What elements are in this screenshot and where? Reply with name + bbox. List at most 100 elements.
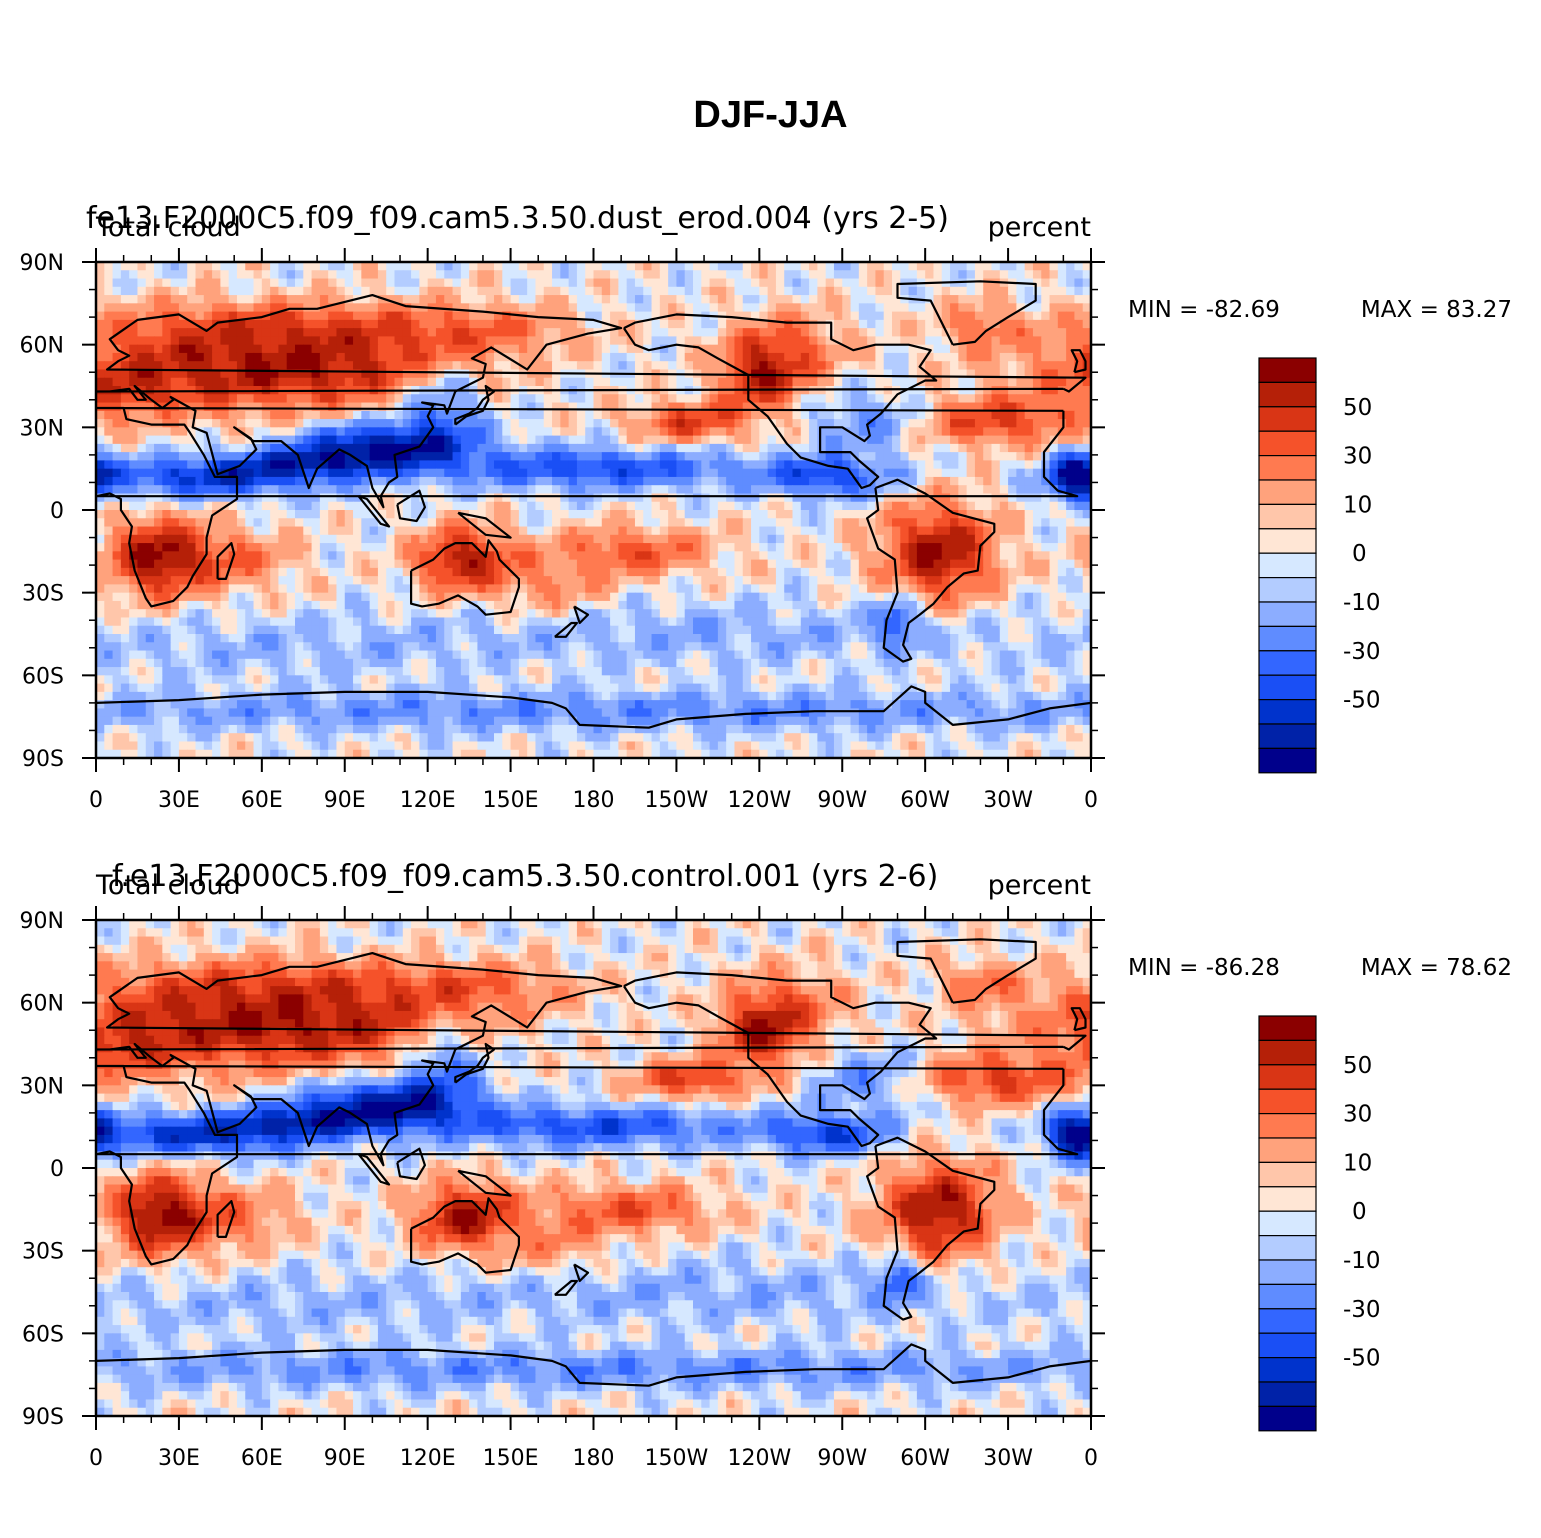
field-cell xyxy=(253,336,263,346)
field-cell xyxy=(485,476,495,486)
field-cell xyxy=(212,419,221,428)
field-cell xyxy=(552,278,561,288)
field-cell xyxy=(601,567,611,577)
field-cell xyxy=(369,369,379,379)
field-cell xyxy=(867,476,877,486)
field-cell xyxy=(236,476,246,486)
field-cell xyxy=(593,485,603,495)
field-cell xyxy=(485,377,495,387)
field-cell xyxy=(377,286,387,296)
field-cell xyxy=(709,336,719,346)
field-cell xyxy=(427,427,437,437)
field-cell xyxy=(295,526,304,536)
field-cell xyxy=(1008,262,1017,271)
field-cell xyxy=(1049,295,1059,304)
field-cell xyxy=(552,328,561,337)
field-cell xyxy=(353,510,362,519)
field-cell xyxy=(983,526,993,536)
field-cell xyxy=(435,336,445,346)
field-cell xyxy=(941,567,951,577)
field-cell xyxy=(336,303,346,313)
field-cell xyxy=(361,485,371,495)
field-cell xyxy=(1074,262,1084,271)
field-cell xyxy=(983,567,993,577)
field-cell xyxy=(245,435,255,445)
field-cell xyxy=(800,592,810,602)
field-cell xyxy=(311,369,321,379)
field-cell xyxy=(361,534,371,544)
field-cell xyxy=(817,526,827,536)
field-cell xyxy=(684,543,694,552)
field-cell xyxy=(634,427,644,437)
field-cell xyxy=(709,410,719,420)
field-cell xyxy=(278,336,288,346)
field-cell xyxy=(1016,518,1026,528)
field-cell xyxy=(1032,303,1042,313)
field-cell xyxy=(444,361,454,371)
field-cell xyxy=(145,319,155,329)
field-cell xyxy=(709,460,719,470)
field-cell xyxy=(510,476,520,486)
field-cell xyxy=(933,551,943,561)
field-cell xyxy=(145,369,155,379)
field-cell xyxy=(444,452,454,461)
field-cell xyxy=(1024,592,1034,602)
field-cell xyxy=(742,501,752,511)
field-cell xyxy=(1024,443,1034,453)
field-cell xyxy=(734,402,744,412)
field-cell xyxy=(270,485,280,495)
field-cell xyxy=(825,592,835,602)
field-cell xyxy=(742,493,752,503)
field-cell xyxy=(1074,361,1084,371)
field-cell xyxy=(858,328,868,337)
field-cell xyxy=(469,295,479,304)
field-cell xyxy=(759,567,769,577)
field-cell xyxy=(726,592,736,602)
field-cell xyxy=(402,468,412,478)
field-cell xyxy=(477,543,487,552)
field-cell xyxy=(833,452,843,461)
field-cell xyxy=(419,311,429,321)
field-cell xyxy=(220,559,230,569)
field-cell xyxy=(626,410,636,420)
field-cell xyxy=(552,336,561,346)
field-cell xyxy=(585,551,595,561)
field-cell xyxy=(286,352,296,362)
field-cell xyxy=(311,543,321,552)
field-cell xyxy=(104,270,114,280)
field-cell xyxy=(253,526,263,536)
field-cell xyxy=(833,468,843,478)
field-cell xyxy=(999,584,1009,594)
field-cell xyxy=(892,344,901,354)
field-cell xyxy=(261,510,271,519)
field-cell xyxy=(270,369,280,379)
field-cell xyxy=(386,443,396,453)
field-cell xyxy=(353,402,362,412)
field-cell xyxy=(178,361,188,371)
field-cell xyxy=(1074,278,1084,288)
field-cell xyxy=(775,361,785,371)
field-cell xyxy=(775,493,785,503)
field-cell xyxy=(1049,518,1059,528)
field-cell xyxy=(129,518,139,528)
field-cell xyxy=(568,427,578,437)
field-cell xyxy=(552,377,561,387)
field-cell xyxy=(220,518,230,528)
field-cell xyxy=(477,328,487,337)
field-cell xyxy=(427,377,437,387)
field-cell xyxy=(104,443,114,453)
field-cell xyxy=(178,592,188,602)
field-cell xyxy=(270,419,280,428)
field-cell xyxy=(444,476,454,486)
field-cell xyxy=(842,493,852,503)
field-cell xyxy=(112,369,122,379)
field-cell xyxy=(353,394,362,404)
field-cell xyxy=(518,600,528,610)
field-cell xyxy=(104,592,114,602)
field-cell xyxy=(137,303,147,313)
field-cell xyxy=(1032,361,1042,371)
field-cell xyxy=(336,328,346,337)
field-cell xyxy=(328,410,338,420)
field-cell xyxy=(568,402,578,412)
field-cell xyxy=(792,543,802,552)
